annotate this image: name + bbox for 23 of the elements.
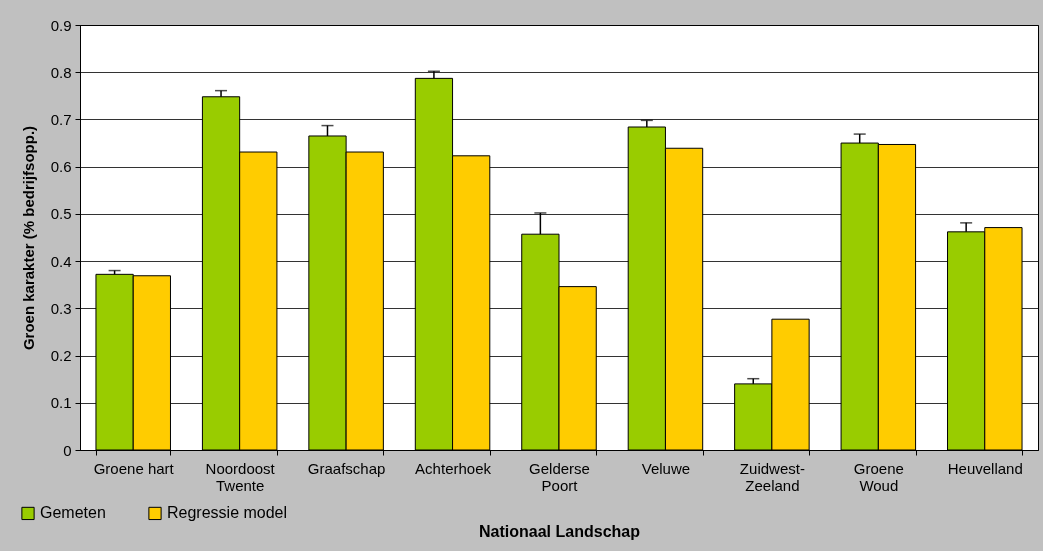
y-tick-label: 0.6	[50, 158, 72, 176]
x-tick-label: Gelderse Poort	[529, 459, 590, 494]
y-tick-label: 0.5	[50, 205, 72, 223]
y-tick-label: 0.3	[50, 299, 72, 317]
y-tick-label: 0.4	[50, 252, 72, 270]
x-tick-label: Noordoost Twente	[205, 459, 276, 494]
y-tick-label: 0	[63, 441, 72, 459]
x-tick-label: Veluwe	[641, 459, 691, 477]
legend-label: Gemeten	[40, 504, 106, 522]
x-tick-label: Zuidwest- Zeeland	[739, 459, 805, 494]
legend-label: Regressie model	[167, 504, 288, 522]
x-tick-label: Graafschap	[307, 459, 386, 477]
x-tick-label: Groene Woud	[853, 459, 904, 494]
x-tick-label: Heuvelland	[947, 459, 1023, 477]
y-tick-label: 0.2	[50, 347, 72, 365]
x-tick-label: Groene hart	[93, 459, 175, 477]
x-axis-title: Nationaal Landschap	[479, 522, 641, 540]
y-tick-label: 0.7	[50, 110, 72, 128]
y-axis-title: Groen karakter (% bedrijfsopp.)	[19, 125, 37, 351]
x-tick-label: Achterhoek	[415, 459, 492, 477]
y-tick-label: 0.1	[50, 394, 72, 412]
y-tick-label: 0.8	[50, 63, 72, 81]
y-tick-label: 0.9	[50, 16, 72, 34]
